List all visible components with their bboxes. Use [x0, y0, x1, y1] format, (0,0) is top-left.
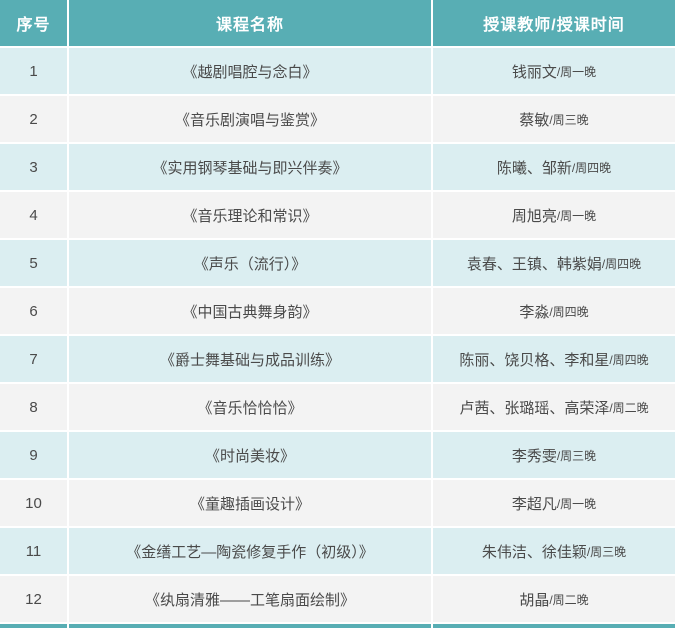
teacher-time-cell: 李秀雯/周三晚 [433, 432, 675, 478]
class-time: /周四晚 [601, 256, 642, 271]
header-cell-course-name: 课程名称 [69, 0, 431, 46]
row-number-cell: 3 [0, 144, 67, 190]
teacher-names: 朱伟洁、徐佳颖 [481, 543, 587, 561]
teacher-time-cell: 朱伟洁、徐佳颖/周三晚 [433, 528, 675, 574]
course-name-cell: 《童趣插画设计》 [69, 480, 431, 526]
course-name-cell: 《声乐（流行）》 [69, 240, 431, 286]
course-name-cell: 《实用钢琴基础与即兴伴奏》 [69, 144, 431, 190]
course-name-cell: 《爵士舞基础与成品训练》 [69, 336, 431, 382]
class-time: /周一晚 [556, 208, 597, 223]
class-time: /周一晚 [556, 64, 597, 79]
next-header-partial-middle [69, 624, 431, 628]
course-name-cell: 《纨扇清雅——工笔扇面绘制》 [69, 576, 431, 622]
teacher-names: 胡晶 [519, 591, 550, 609]
row-number-cell: 11 [0, 528, 67, 574]
class-time: /周四晚 [609, 352, 649, 367]
teacher-names: 蔡敏 [519, 111, 550, 129]
teacher-names: 李超凡 [511, 495, 557, 513]
course-name-cell: 《越剧唱腔与念白》 [69, 48, 431, 94]
teacher-time-cell: 李淼/周四晚 [433, 288, 675, 334]
row-number-cell: 10 [0, 480, 67, 526]
teacher-names: 钱丽文 [511, 63, 557, 81]
next-header-partial-right [433, 624, 675, 628]
teacher-names: 陈丽、饶贝格、李和星 [459, 351, 610, 369]
course-name-cell: 《金缮工艺—陶瓷修复手作（初级）》 [69, 528, 431, 574]
teacher-time-cell: 李超凡/周一晚 [433, 480, 675, 526]
class-time: /周三晚 [556, 448, 597, 463]
teacher-names: 卢茜、张璐瑶、高荣泽 [459, 399, 610, 417]
course-name-cell: 《时尚美妆》 [69, 432, 431, 478]
class-time: /周二晚 [609, 400, 649, 415]
teacher-time-cell: 陈丽、饶贝格、李和星/周四晚 [433, 336, 675, 382]
row-number-cell: 9 [0, 432, 67, 478]
class-time: /周二晚 [549, 592, 589, 607]
class-time: /周四晚 [571, 160, 612, 175]
teacher-time-cell: 袁春、王镇、韩紫娟/周四晚 [433, 240, 675, 286]
course-name-cell: 《音乐恰恰恰》 [69, 384, 431, 430]
teacher-time-cell: 周旭亮/周一晚 [433, 192, 675, 238]
class-time: /周四晚 [549, 304, 589, 319]
teacher-time-cell: 卢茜、张璐瑶、高荣泽/周二晚 [433, 384, 675, 430]
header-cell-number: 序号 [0, 0, 67, 46]
row-number-cell: 6 [0, 288, 67, 334]
teacher-time-cell: 钱丽文/周一晚 [433, 48, 675, 94]
row-number-cell: 2 [0, 96, 67, 142]
next-header-partial-left [0, 624, 67, 628]
teacher-names: 李秀雯 [511, 447, 557, 465]
course-name-cell: 《音乐理论和常识》 [69, 192, 431, 238]
teacher-names: 陈曦、邹新 [496, 159, 572, 177]
teacher-time-cell: 陈曦、邹新/周四晚 [433, 144, 675, 190]
header-cell-teacher-time: 授课教师/授课时间 [433, 0, 675, 46]
teacher-names: 李淼 [519, 303, 550, 321]
course-name-cell: 《音乐剧演唱与鉴赏》 [69, 96, 431, 142]
row-number-cell: 4 [0, 192, 67, 238]
teacher-names: 袁春、王镇、韩紫娟 [466, 255, 602, 273]
teacher-time-cell: 蔡敏/周三晚 [433, 96, 675, 142]
teacher-time-cell: 胡晶/周二晚 [433, 576, 675, 622]
class-time: /周一晚 [556, 496, 597, 511]
class-time: /周三晚 [586, 544, 627, 559]
row-number-cell: 12 [0, 576, 67, 622]
teacher-names: 周旭亮 [511, 207, 557, 225]
row-number-cell: 8 [0, 384, 67, 430]
row-number-cell: 1 [0, 48, 67, 94]
class-time: /周三晚 [549, 112, 589, 127]
course-name-cell: 《中国古典舞身韵》 [69, 288, 431, 334]
row-number-cell: 5 [0, 240, 67, 286]
row-number-cell: 7 [0, 336, 67, 382]
